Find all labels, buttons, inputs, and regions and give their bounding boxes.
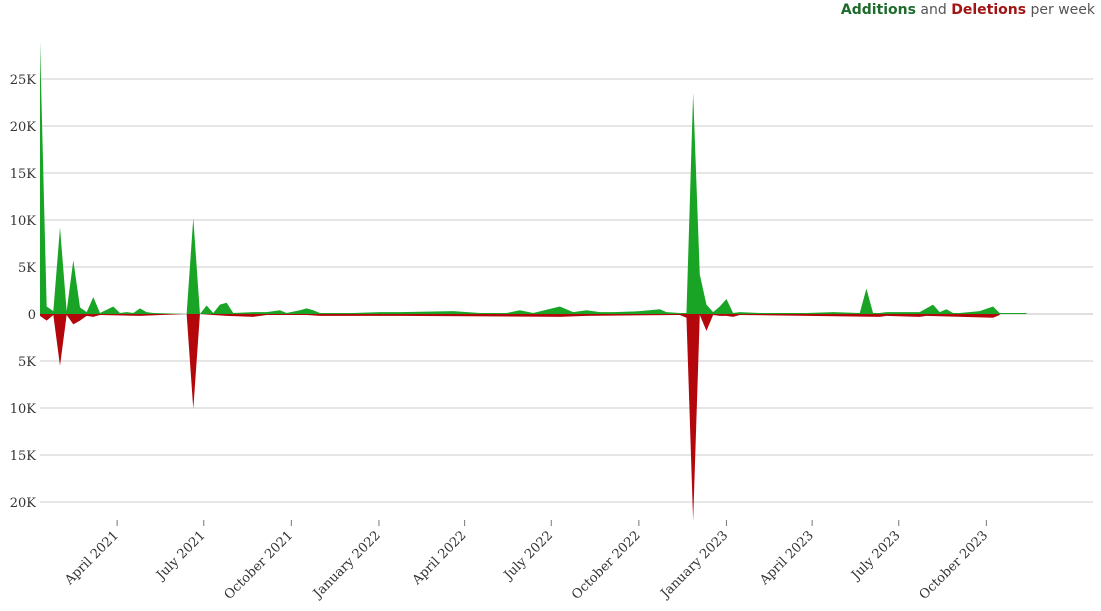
y-tick-label: 25K bbox=[10, 73, 37, 88]
x-tick-label: April 2023 bbox=[757, 528, 817, 588]
y-tick-label: 10K bbox=[10, 214, 37, 229]
chart-legend: Additions and Deletions per week bbox=[841, 2, 1095, 18]
y-tick-label: 5K bbox=[18, 355, 36, 370]
x-tick-label: July 2021 bbox=[153, 528, 209, 584]
y-tick-label: 0 bbox=[28, 308, 36, 323]
x-tick-label: April 2022 bbox=[409, 528, 469, 588]
x-tick-label: July 2023 bbox=[848, 528, 904, 584]
axis-layer: 25K 20K 15K 10K 5K 0 5K 10K 15K 20K April 2021 July… bbox=[10, 73, 991, 603]
x-tick-label: October 2022 bbox=[569, 528, 644, 603]
y-tick-label: 20K bbox=[10, 120, 37, 135]
x-tick-label: January 2022 bbox=[309, 528, 383, 602]
x-tick-label: October 2023 bbox=[917, 528, 992, 603]
x-tick-label: July 2022 bbox=[500, 528, 556, 584]
y-tick-label: 5K bbox=[18, 261, 36, 276]
y-tick-label: 20K bbox=[10, 496, 37, 511]
legend-deletions-label: Deletions bbox=[951, 2, 1027, 18]
y-tick-label: 15K bbox=[10, 449, 37, 464]
x-tick-label: January 2023 bbox=[657, 528, 731, 602]
legend-per-week: per week bbox=[1030, 2, 1096, 18]
deletions-area bbox=[40, 314, 1000, 521]
legend-additions-label: Additions bbox=[840, 2, 916, 18]
legend-and-word: and bbox=[920, 2, 947, 18]
x-tick-label: April 2021 bbox=[62, 528, 122, 588]
additions-area bbox=[40, 41, 1027, 315]
x-tick-label: October 2021 bbox=[222, 528, 297, 603]
y-tick-label: 10K bbox=[10, 402, 37, 417]
y-tick-label: 15K bbox=[10, 167, 37, 182]
area-layer bbox=[40, 41, 1027, 521]
